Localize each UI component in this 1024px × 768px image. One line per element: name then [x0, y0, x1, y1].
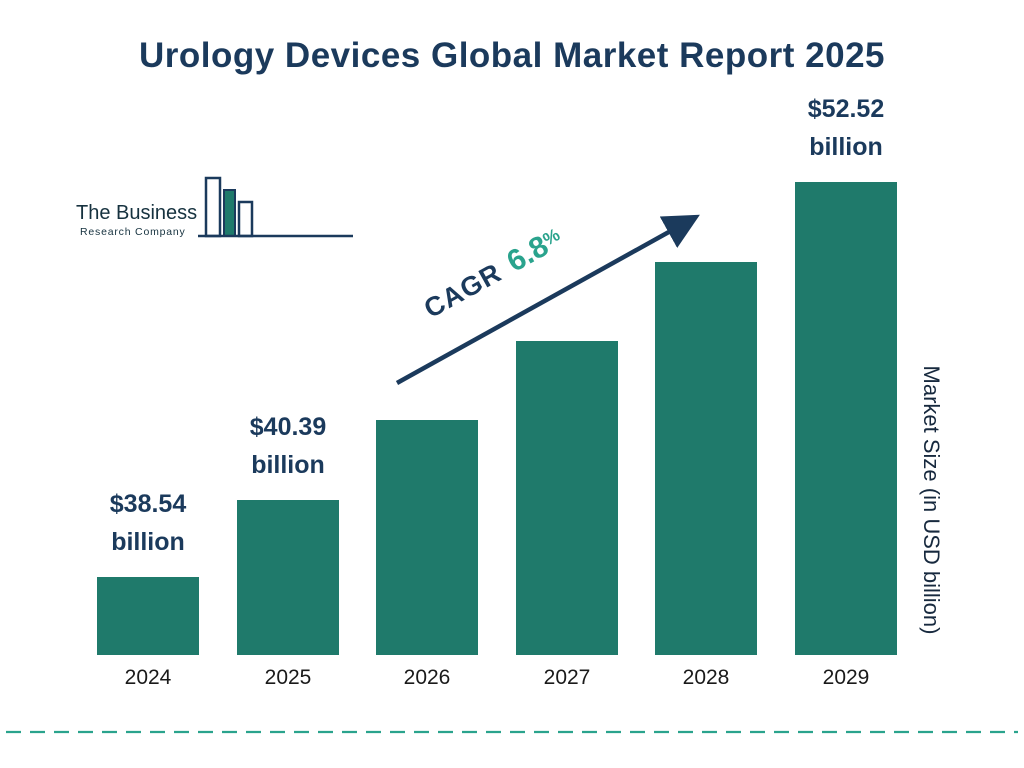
- cagr-annotation: CAGR6.8%: [418, 222, 569, 326]
- logo-text-line2: Research Company: [80, 226, 186, 238]
- x-tick-label-2024: 2024: [124, 666, 172, 689]
- bottom-dashed-line: [6, 730, 1018, 734]
- x-tick-label-2028: 2028: [682, 666, 730, 689]
- bar-value-label-2029: $52.52 billion: [807, 95, 885, 161]
- x-tick-label-2027: 2027: [543, 666, 591, 689]
- company-logo: The Business Research Company: [76, 172, 353, 250]
- bar-2029: [795, 182, 897, 655]
- bar-2026: [376, 420, 478, 655]
- bar-2024: [97, 577, 199, 655]
- logo-text-line1: The Business: [76, 202, 198, 224]
- bar-value-label-2025: $40.39 billion: [249, 413, 327, 479]
- cagr-label: CAGR: [418, 257, 507, 324]
- x-tick-label-2029: 2029: [822, 666, 870, 689]
- bar-2025: [237, 500, 339, 655]
- bar-2028: [655, 262, 757, 655]
- logo-chart-icon: [198, 176, 353, 238]
- bar-2027: [516, 341, 618, 655]
- page-title: Urology Devices Global Market Report 202…: [138, 36, 886, 75]
- x-tick-label-2025: 2025: [264, 666, 312, 689]
- y-axis-label: Market Size (in USD billion): [919, 365, 944, 635]
- x-tick-label-2026: 2026: [403, 666, 451, 689]
- bar-value-label-2024: $38.54 billion: [109, 490, 187, 556]
